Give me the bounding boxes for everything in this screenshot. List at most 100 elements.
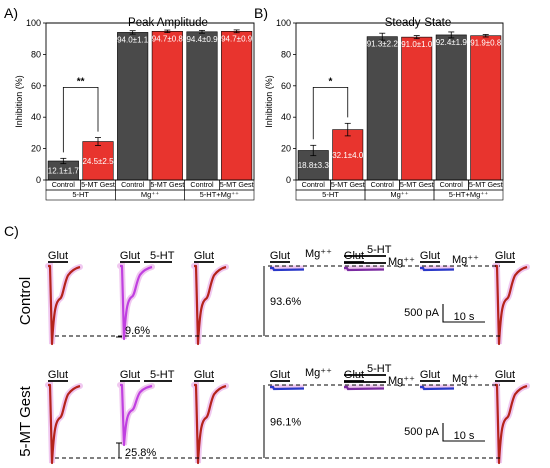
- y-tick-label: 0: [286, 175, 291, 185]
- row-label: Control: [17, 277, 34, 325]
- mg-trace: [420, 266, 455, 272]
- category-label: Control: [371, 180, 395, 189]
- y-tick-label: 40: [31, 112, 41, 122]
- traces-panel: C) Control Glut Glut 5-HT 9.6% Glut Glut Mg⁺⁺ Glu…: [4, 223, 530, 465]
- mg-label: Mg⁺⁺: [452, 254, 479, 266]
- y-axis-label: Inhibition (%): [264, 75, 274, 128]
- glut-label: Glut: [270, 369, 290, 381]
- glut-label: Glut: [270, 250, 290, 262]
- category-label: 5-MT Gest: [220, 180, 254, 189]
- percent-label-mg: 96.1%: [270, 417, 301, 429]
- percent-label-5ht: 25.8%: [125, 447, 156, 459]
- mg-label: Mg⁺⁺: [305, 248, 332, 260]
- scale-time-label: 10 s: [454, 311, 475, 323]
- bar: [470, 35, 502, 181]
- current-trace: [495, 383, 528, 465]
- glut-label: Glut: [194, 250, 214, 262]
- panel-label: C): [4, 223, 19, 239]
- y-axis-label: Inhibition (%): [14, 75, 24, 128]
- mg-label: Mg⁺⁺: [305, 367, 332, 379]
- significance-bracket: [62, 86, 99, 153]
- current-trace: [120, 383, 153, 447]
- group-label: Mg⁺⁺: [390, 190, 408, 199]
- glut-label: Glut: [495, 369, 515, 381]
- data-label: 24.5±2.5: [82, 157, 114, 166]
- y-tick-label: 60: [31, 81, 41, 91]
- group-cell: [184, 189, 255, 201]
- mix-trace: [344, 266, 385, 272]
- data-label: 94.4±0.9: [186, 35, 218, 44]
- category-label: 5-MT Gest: [331, 180, 365, 189]
- glut-label: Glut: [48, 250, 68, 262]
- ht-label: 5-HT: [150, 369, 175, 381]
- row-label: 5-MT Gest: [17, 385, 34, 456]
- data-label: 91.3±2.2: [367, 40, 399, 49]
- group-label: 5-HT+Mg⁺⁺: [449, 190, 488, 199]
- current-trace: [48, 383, 81, 465]
- panel-label: B): [254, 5, 268, 21]
- category-label: 5-MT Gest: [150, 180, 184, 189]
- group-cell: [433, 189, 504, 201]
- glut-label: Glut: [120, 250, 140, 262]
- category-label: 5-MT Gest: [81, 180, 115, 189]
- data-label: 32.1±4.0: [332, 151, 364, 160]
- mg-label: Mg⁺⁺: [388, 256, 415, 268]
- y-tick-label: 20: [31, 144, 41, 154]
- bar: [221, 31, 253, 181]
- bar: [366, 36, 398, 181]
- data-label: 94.7±0.8: [152, 34, 184, 43]
- group-label: 5-HT+Mg⁺⁺: [200, 190, 239, 199]
- mg-label: Mg⁺⁺: [388, 375, 415, 387]
- ht-label: 5-HT: [367, 244, 392, 256]
- y-tick-label: 60: [281, 81, 291, 91]
- ht-label: 5-HT: [367, 363, 392, 375]
- y-tick-label: 80: [31, 49, 41, 59]
- significance-mark: **: [77, 76, 85, 87]
- y-tick-label: 40: [281, 112, 291, 122]
- mg-trace: [270, 385, 305, 391]
- bar: [186, 31, 218, 181]
- scale-bar: [442, 304, 485, 323]
- glut-label: Glut: [48, 369, 68, 381]
- current-trace: [120, 264, 153, 341]
- current-trace: [194, 264, 227, 346]
- bar: [435, 34, 467, 181]
- y-tick-label: 80: [281, 49, 291, 59]
- category-label: 5-MT Gest: [469, 180, 503, 189]
- group-label: Mg⁺⁺: [141, 190, 159, 199]
- current-trace: [194, 383, 227, 465]
- mix-trace: [344, 385, 385, 391]
- mg-trace: [270, 266, 305, 272]
- glut-label: Glut: [420, 250, 440, 262]
- glut-label: Glut: [194, 369, 214, 381]
- y-tick-label: 20: [281, 144, 291, 154]
- category-label: 5-MT Gest: [400, 180, 434, 189]
- y-tick-label: 100: [276, 18, 291, 28]
- percent-label-mg: 93.6%: [270, 296, 301, 308]
- ht-label: 5-HT: [150, 250, 175, 262]
- scale-time-label: 10 s: [454, 430, 475, 442]
- group-label: 5-HT: [72, 190, 89, 199]
- data-label: 94.0±1.1: [117, 35, 149, 44]
- category-label: Control: [440, 180, 464, 189]
- y-tick-label: 0: [36, 175, 41, 185]
- scale-current-label: 500 pA: [404, 426, 440, 438]
- scale-current-label: 500 pA: [404, 307, 440, 319]
- bar: [151, 31, 183, 181]
- category-label: Control: [302, 180, 326, 189]
- data-label: 18.8±3.3: [298, 161, 330, 170]
- significance-mark: *: [329, 76, 333, 87]
- trace-row: 5-MT Gest Glut Glut 5-HT 25.8% Glut Glut Mg⁺⁺ Gl…: [17, 363, 530, 465]
- current-trace: [48, 264, 81, 346]
- category-label: Control: [190, 180, 214, 189]
- category-label: Control: [52, 180, 76, 189]
- percent-label-5ht: 9.6%: [125, 325, 150, 337]
- mg-trace: [420, 385, 455, 391]
- bar: [401, 36, 433, 181]
- data-label: 94.7±0.9: [221, 34, 253, 43]
- data-label: 92.4±1.9: [436, 38, 468, 47]
- glut-label: Glut: [420, 369, 440, 381]
